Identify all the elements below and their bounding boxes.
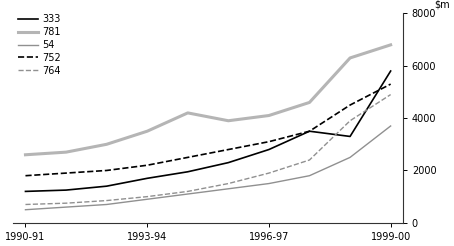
333	[185, 170, 191, 173]
333	[23, 190, 28, 193]
333	[347, 135, 353, 138]
752	[266, 140, 271, 143]
333	[307, 130, 312, 133]
Line: 764: 764	[25, 94, 390, 204]
Line: 333: 333	[25, 71, 390, 191]
54	[144, 198, 150, 201]
764	[63, 202, 69, 205]
752	[23, 174, 28, 177]
764	[144, 195, 150, 198]
781	[23, 153, 28, 156]
54	[388, 124, 393, 127]
54	[347, 156, 353, 159]
333	[104, 185, 109, 188]
333	[226, 161, 231, 164]
764	[307, 158, 312, 161]
Line: 781: 781	[25, 45, 390, 155]
54	[104, 203, 109, 206]
333	[144, 177, 150, 180]
781	[266, 114, 271, 117]
54	[185, 193, 191, 196]
764	[23, 203, 28, 206]
54	[266, 182, 271, 185]
752	[347, 104, 353, 107]
781	[185, 111, 191, 114]
752	[185, 156, 191, 159]
781	[144, 130, 150, 133]
54	[23, 208, 28, 211]
764	[104, 199, 109, 202]
Line: 752: 752	[25, 84, 390, 176]
764	[185, 190, 191, 193]
764	[266, 172, 271, 175]
752	[104, 169, 109, 172]
752	[63, 172, 69, 175]
54	[307, 174, 312, 177]
Line: 54: 54	[25, 126, 390, 210]
781	[307, 101, 312, 104]
752	[388, 83, 393, 86]
54	[226, 187, 231, 190]
752	[307, 130, 312, 133]
752	[226, 148, 231, 151]
333	[388, 70, 393, 73]
764	[347, 119, 353, 122]
54	[63, 206, 69, 209]
764	[226, 182, 231, 185]
Legend: 333, 781, 54, 752, 764: 333, 781, 54, 752, 764	[18, 14, 61, 76]
333	[266, 148, 271, 151]
781	[63, 151, 69, 154]
781	[104, 143, 109, 146]
333	[63, 189, 69, 192]
764	[388, 93, 393, 96]
752	[144, 164, 150, 167]
781	[226, 119, 231, 122]
781	[347, 57, 353, 60]
781	[388, 43, 393, 46]
Y-axis label: $m: $m	[434, 0, 450, 9]
